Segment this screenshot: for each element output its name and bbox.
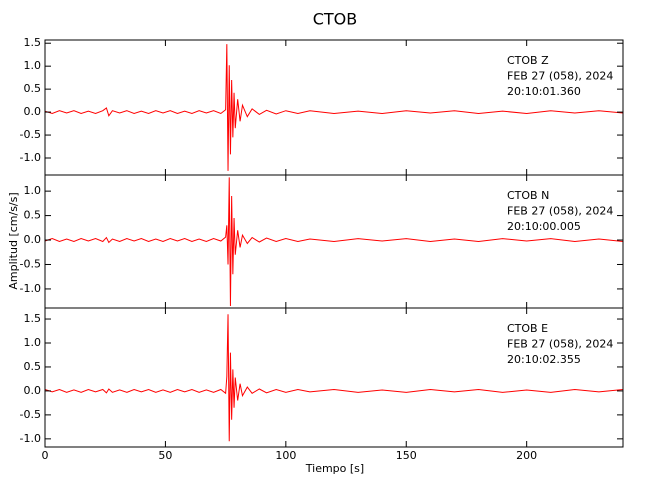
y-tick-label: 1.0: [24, 336, 42, 349]
annotation: 20:10:01.360: [507, 85, 581, 98]
chart-title: CTOB: [313, 10, 358, 29]
y-tick-label: -0.5: [20, 128, 41, 141]
annotation: CTOB Z: [507, 54, 549, 67]
waveform: [44, 44, 624, 171]
waveform: [44, 314, 624, 442]
y-tick-label: 0.0: [24, 105, 42, 118]
x-tick-label: 50: [158, 449, 172, 462]
y-tick-label: 0.0: [24, 233, 42, 246]
annotation: CTOB N: [507, 189, 549, 202]
y-tick-label: -1.0: [20, 151, 41, 164]
annotation: FEB 27 (058), 2024: [507, 70, 613, 83]
y-tick-label: 0.5: [24, 82, 42, 95]
y-tick-label: 1.0: [24, 184, 42, 197]
annotation: 20:10:02.355: [507, 353, 581, 366]
y-tick-label: -1.0: [20, 432, 41, 445]
y-tick-label: 1.0: [24, 59, 42, 72]
y-tick-label: -0.5: [20, 257, 41, 270]
annotation: CTOB E: [507, 322, 548, 335]
y-tick-label: 0.0: [24, 384, 42, 397]
y-axis-label: Amplitud [cm/s/s]: [7, 192, 20, 289]
x-tick-label: 0: [42, 449, 49, 462]
annotation: 20:10:00.005: [507, 220, 581, 233]
x-axis-label: Tiempo [s]: [305, 462, 364, 475]
annotation: FEB 27 (058), 2024: [507, 338, 613, 351]
y-tick-label: 1.5: [24, 36, 42, 49]
x-tick-label: 100: [275, 449, 296, 462]
x-tick-label: 200: [516, 449, 537, 462]
annotation: FEB 27 (058), 2024: [507, 205, 613, 218]
x-tick-label: 150: [396, 449, 417, 462]
y-tick-label: -1.0: [20, 282, 41, 295]
y-tick-label: 1.5: [24, 312, 42, 325]
y-tick-label: 0.5: [24, 209, 42, 222]
y-tick-label: -0.5: [20, 408, 41, 421]
waveform: [44, 177, 624, 307]
panel-frame: [44, 307, 624, 448]
y-tick-label: 0.5: [24, 360, 42, 373]
